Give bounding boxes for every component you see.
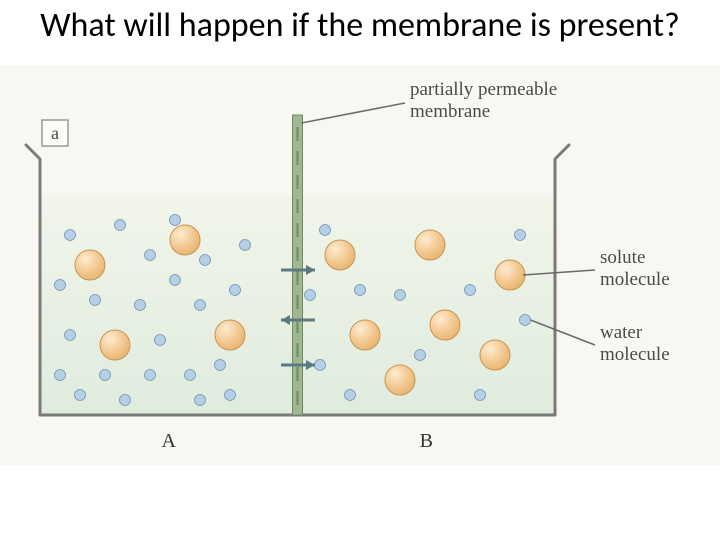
figure: apartially permeablemembranesolutemolecu… (0, 45, 720, 485)
svg-text:A: A (162, 430, 177, 452)
page-title: What will happen if the membrane is pres… (0, 0, 720, 45)
diagram-svg: apartially permeablemembranesolutemolecu… (0, 45, 720, 485)
svg-text:B: B (420, 430, 433, 452)
svg-text:a: a (51, 123, 59, 143)
